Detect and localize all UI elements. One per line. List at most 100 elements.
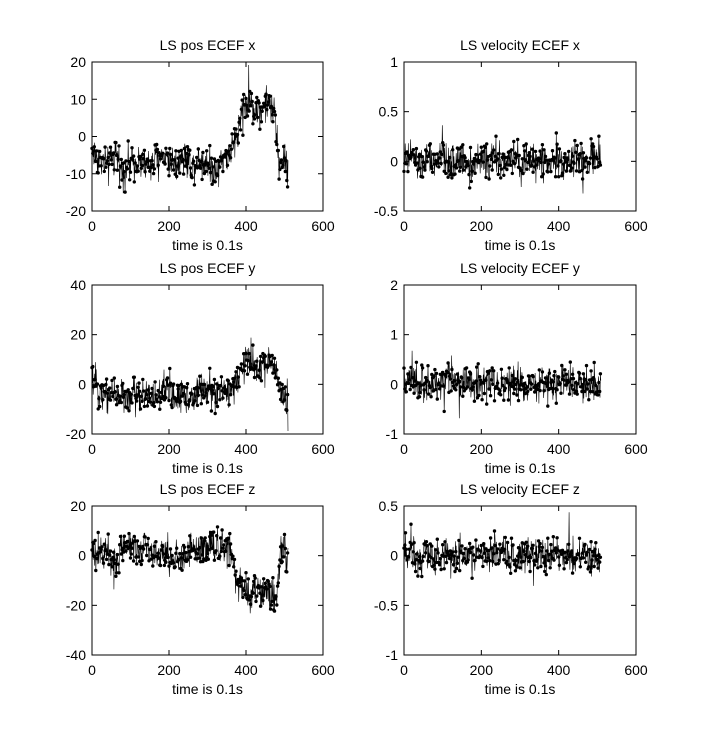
data-point xyxy=(225,163,230,167)
data-point xyxy=(595,557,599,562)
x-tick-label: 400 xyxy=(234,662,258,678)
data-point xyxy=(494,134,498,138)
data-point xyxy=(219,375,224,379)
data-point xyxy=(238,584,243,588)
data-point xyxy=(171,382,176,386)
y-tick-label: -40 xyxy=(66,647,86,663)
data-point xyxy=(154,393,158,397)
data-point xyxy=(584,378,588,382)
subplot-pos-z: LS pos ECEF z 0 200 400 600 -40 -20 0 20… xyxy=(66,481,335,697)
data-point xyxy=(435,397,439,401)
data-point xyxy=(260,593,264,597)
data-point xyxy=(516,546,521,550)
data-point xyxy=(91,364,95,369)
data-point xyxy=(196,393,200,397)
data-point xyxy=(169,403,173,407)
data-point xyxy=(122,392,127,397)
data-point xyxy=(149,391,153,396)
data-point xyxy=(576,382,580,386)
x-tick-label: 200 xyxy=(470,662,494,678)
data-point xyxy=(167,398,171,403)
data-point xyxy=(158,407,162,411)
data-point xyxy=(269,603,274,607)
data-point xyxy=(549,542,553,547)
data-point xyxy=(486,556,490,560)
data-point xyxy=(233,573,237,577)
data-point xyxy=(259,120,264,124)
data-point xyxy=(144,397,148,401)
data-point xyxy=(227,153,231,157)
data-point xyxy=(208,387,213,391)
data-point xyxy=(211,384,215,389)
data-point xyxy=(414,360,419,364)
data-point xyxy=(254,101,258,105)
data-point xyxy=(461,551,466,556)
data-point xyxy=(473,558,477,563)
data-point xyxy=(138,546,143,550)
data-point xyxy=(484,175,488,180)
data-point xyxy=(454,163,458,167)
data-point xyxy=(540,370,545,374)
data-point xyxy=(215,173,220,178)
data-point xyxy=(200,177,204,182)
data-point xyxy=(580,168,584,173)
data-point xyxy=(461,394,465,398)
data-point xyxy=(575,143,579,148)
data-point xyxy=(210,546,214,550)
x-axis-label: time is 0.1s xyxy=(485,237,556,253)
data-point xyxy=(477,393,481,398)
subplot-velocity-y: LS velocity ECEF y 0 200 400 600 -1 0 1 … xyxy=(386,260,648,476)
data-point xyxy=(213,411,217,416)
plot-frame xyxy=(91,284,324,435)
axis-ticks xyxy=(403,61,637,212)
data-point xyxy=(207,384,211,388)
data-point xyxy=(135,539,140,543)
data-point xyxy=(591,376,596,380)
data-point xyxy=(106,155,110,160)
chart-title: LS pos ECEF y xyxy=(160,260,256,276)
data-point xyxy=(219,159,224,163)
data-point xyxy=(255,115,260,120)
data-point xyxy=(158,400,163,404)
data-point xyxy=(484,378,488,382)
data-point xyxy=(526,389,530,394)
x-tick-labels: 0 200 400 600 xyxy=(88,662,335,678)
data-point xyxy=(262,104,267,109)
data-point xyxy=(145,553,149,558)
data-point xyxy=(407,378,412,382)
data-point xyxy=(249,594,254,599)
data-point xyxy=(542,148,546,152)
data-point xyxy=(580,389,584,394)
data-point xyxy=(540,549,544,553)
data-point xyxy=(578,565,582,569)
data-point xyxy=(195,403,200,408)
data-point xyxy=(98,404,102,409)
data-point xyxy=(156,163,160,167)
data-point xyxy=(557,563,562,567)
data-point xyxy=(100,545,104,549)
x-tick-label: 0 xyxy=(400,662,408,678)
data-point xyxy=(543,569,547,574)
data-point xyxy=(538,541,542,546)
data-point xyxy=(185,558,190,562)
data-point xyxy=(152,167,157,171)
data-point xyxy=(92,554,97,558)
data-point xyxy=(152,404,157,409)
data-point xyxy=(537,157,541,161)
data-point xyxy=(468,186,472,190)
data-point xyxy=(191,159,196,163)
data-point xyxy=(141,152,145,156)
data-point xyxy=(232,380,236,384)
data-point xyxy=(165,376,170,380)
data-point xyxy=(411,148,415,152)
data-point xyxy=(578,152,582,156)
data-point xyxy=(457,538,461,543)
x-tick-label: 400 xyxy=(547,218,571,234)
data-point xyxy=(243,364,247,368)
data-point xyxy=(221,169,225,174)
data-point xyxy=(515,393,519,397)
data-point xyxy=(487,177,491,181)
data-point xyxy=(153,380,157,384)
data-point xyxy=(520,375,524,380)
x-tick-label: 600 xyxy=(311,218,335,234)
